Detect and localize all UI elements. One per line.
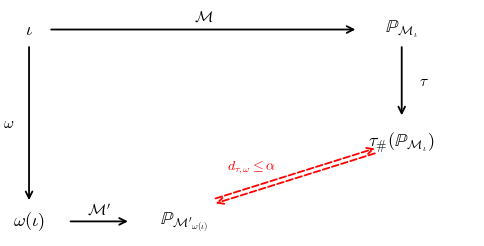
Text: $\mathbb{P}_{\mathcal{M}'_{\omega(\iota)}}$: $\mathbb{P}_{\mathcal{M}'_{\omega(\iota)…	[160, 210, 208, 233]
Text: $\mathbb{P}_{\mathcal{M}_{\iota}}$: $\mathbb{P}_{\mathcal{M}_{\iota}}$	[385, 19, 418, 40]
Text: $\tau$: $\tau$	[419, 74, 428, 89]
Text: $\tau_{\#}(\mathbb{P}_{\mathcal{M}_{\iota}})$: $\tau_{\#}(\mathbb{P}_{\mathcal{M}_{\iot…	[368, 130, 435, 155]
Text: $\omega$: $\omega$	[3, 116, 15, 130]
Text: $\iota$: $\iota$	[25, 20, 33, 39]
Text: $\omega(\iota)$: $\omega(\iota)$	[13, 210, 45, 233]
Text: $\mathcal{M}'$: $\mathcal{M}'$	[87, 202, 111, 217]
Text: $d_{\tau,\omega}\leq\alpha$: $d_{\tau,\omega}\leq\alpha$	[227, 159, 276, 176]
Text: $\mathcal{M}$: $\mathcal{M}$	[194, 10, 213, 25]
